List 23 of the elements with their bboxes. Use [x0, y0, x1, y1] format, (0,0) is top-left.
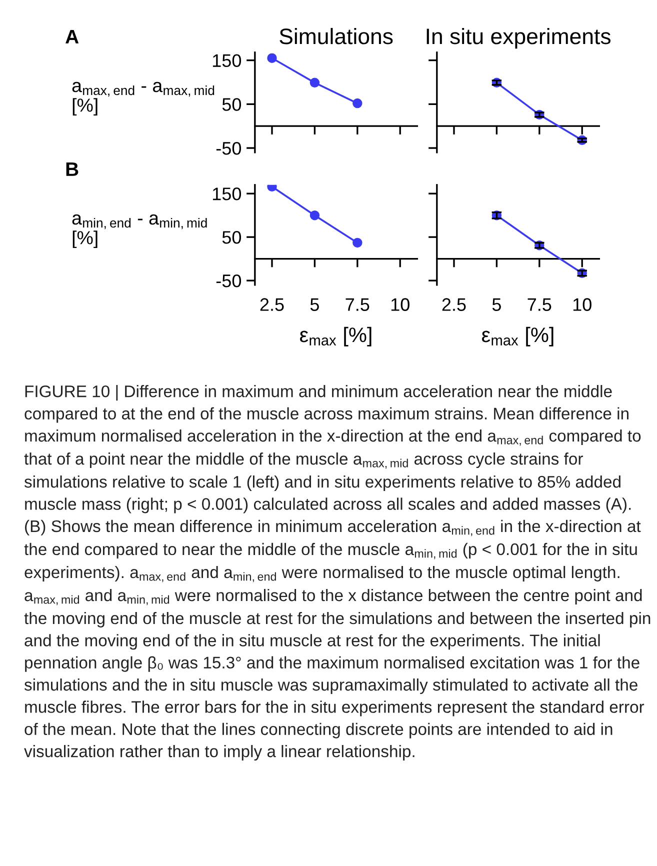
x-tick-label: 10 — [391, 298, 410, 311]
x-axis-title: ε$_{max}$ [%] — [482, 326, 554, 346]
chart-title: In situ experiments — [426, 28, 610, 49]
x-tick-label: 7.5 — [346, 298, 370, 311]
x-tick-label: 10 — [573, 298, 592, 311]
y-tick-label: -50 — [216, 142, 242, 155]
x-tick-label: 5 — [310, 298, 319, 311]
text: A — [66, 30, 79, 44]
x-axis-title: ε$_{max}$ [%] — [300, 326, 372, 346]
x-tick-label: 2.5 — [442, 298, 466, 311]
y-tick-label: 50 — [222, 98, 242, 111]
text: a$_{min,end}$ - a$_{min,mid}$ [%] — [72, 214, 207, 248]
y-tick-label: 150 — [212, 188, 242, 200]
text: a$_{max,end}$ - a$_{max,mid}$ [%] — [72, 82, 214, 116]
y-tick-label: 150 — [212, 54, 242, 68]
y-tick-label: 50 — [222, 231, 242, 244]
x-tick-label: 5 — [492, 298, 501, 311]
x-tick-label: 7.5 — [528, 298, 552, 311]
chart-title: Simulations — [280, 28, 393, 44]
text: B — [66, 162, 78, 176]
text: FIGURE 10 | Difference in maximum and minimum acceleration near the middle compared to at the end of the muscle across maximum strains. Mean difference in maximum normalised acceleration in the x-direction at the end a$_{max,end}$ compared to that of a point near the middle of the muscle a$_{max,mid}$ across cycle strains for simulations relative to scale 1 (left) and in situ experiments relative to 85% added muscle mass (right; p < 0.001) calculated across all scales and added masses (A). (B) Shows the mean difference in minimum acceleration a$_{min,end}$ in the x-direction at the end compared to near the middle of the muscle a$_{min,mid}$ (p < 0.001 for the in situ experiments). a$_{max,end}$ and a$_{min,end}$ were normalised to the muscle optimal length. a$_{max,mid}$ and a$_{min,mid}$ were normalised to the x distance between the centre point and the moving end of the muscle at rest for the simulations and between the inserted pin and the moving end of the in situ muscle at rest for the experiments. The initial pennation angle β₀ was 15.3° and the maximum normalised excitation was 1 for the simulations and the in situ muscle was supramaximally stimulated to activate all the muscle fibres. The error bars for the in situ experiments represent the standard error of the mean. Note that the lines connecting discrete points are intended to aid in visualization rather than to imply a linear relationship. — [24, 385, 650, 761]
y-tick-label: -50 — [216, 274, 242, 288]
x-tick-label: 2.5 — [260, 298, 284, 311]
